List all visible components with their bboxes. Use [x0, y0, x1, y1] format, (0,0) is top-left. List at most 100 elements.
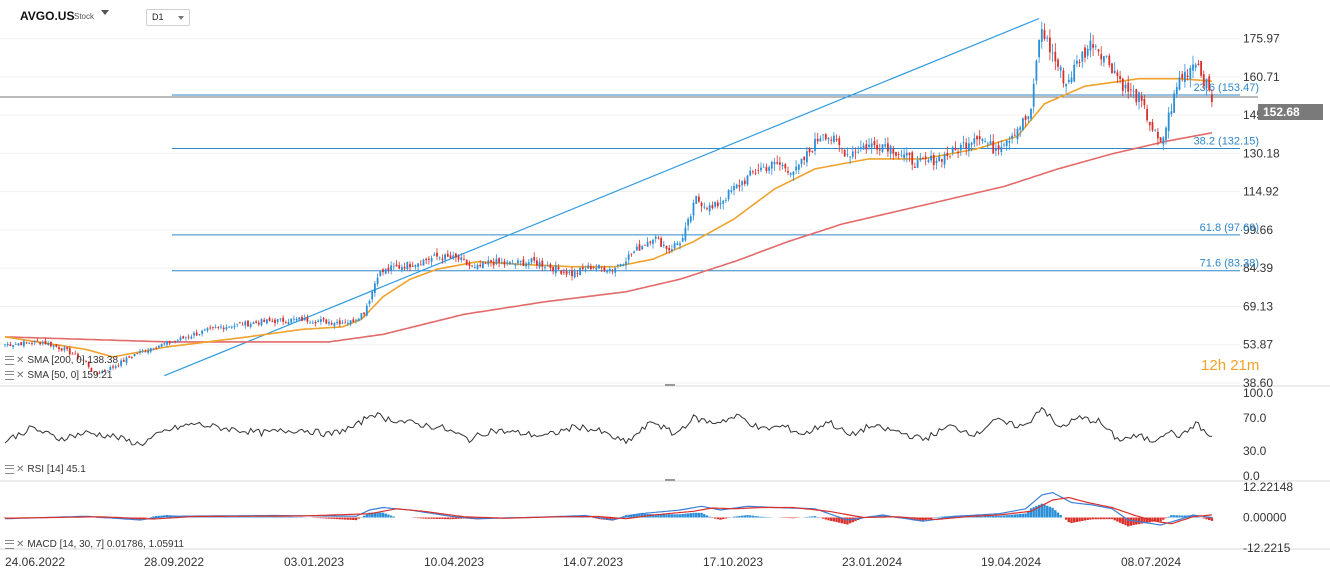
candle-body: [754, 172, 757, 174]
candle-body: [203, 329, 206, 331]
candle: [1011, 132, 1013, 144]
macd-histogram-bar: [673, 514, 676, 518]
candle: [20, 342, 23, 346]
candle-body: [228, 326, 230, 328]
macd-histogram-bar: [200, 516, 204, 518]
close-icon[interactable]: ✕: [16, 539, 25, 550]
candle-body: [635, 246, 638, 251]
candle-body: [881, 144, 884, 152]
candle-body: [50, 342, 52, 347]
candle: [1054, 43, 1057, 71]
candle-body: [584, 269, 587, 272]
candle: [536, 257, 538, 269]
macd-histogram-bar: [452, 517, 455, 520]
candle: [406, 261, 409, 272]
candle-body: [700, 202, 703, 207]
candle-body: [82, 359, 85, 361]
macd-histogram-bar: [443, 517, 447, 520]
candle-body: [58, 347, 60, 350]
legend-sma200[interactable]: ✕ SMA [200, 0] 138.38: [5, 355, 118, 366]
date-tick-label: 03.01.2023: [284, 555, 344, 569]
candle-body: [95, 372, 98, 374]
candle-body: [789, 173, 792, 175]
candle-body: [455, 253, 457, 258]
macd-histogram-bar: [1070, 517, 1073, 524]
candle-body: [892, 149, 895, 154]
symbol-label[interactable]: AVGO.US: [20, 9, 75, 23]
candle: [1032, 78, 1035, 114]
candle-body: [487, 260, 490, 265]
macd-histogram-bar: [338, 517, 341, 520]
candle: [752, 169, 754, 175]
trendline[interactable]: [164, 17, 1040, 377]
candle: [908, 152, 911, 162]
candle: [689, 213, 692, 224]
sma200-line: [4, 132, 1213, 343]
candle: [860, 140, 862, 152]
candle: [509, 261, 511, 265]
candle: [63, 345, 66, 353]
close-icon[interactable]: ✕: [16, 355, 25, 366]
legend-rsi[interactable]: ✕ RSI [14] 45.1: [5, 464, 86, 475]
candle-body: [1184, 71, 1186, 82]
macd-histogram-bar: [365, 514, 368, 518]
macd-histogram-bar: [1118, 517, 1122, 523]
candle-body: [603, 267, 606, 272]
settings-icon[interactable]: [5, 355, 14, 365]
candle-body: [295, 318, 298, 321]
candle-body: [1208, 76, 1211, 91]
candle: [193, 331, 195, 339]
macd-histogram-bar: [632, 514, 636, 518]
date-tick-label: 08.07.2024: [1121, 555, 1181, 569]
close-icon[interactable]: ✕: [16, 370, 25, 381]
candle-body: [768, 167, 770, 171]
candle-body: [1138, 92, 1140, 103]
candle-body: [517, 260, 519, 264]
settings-icon[interactable]: [5, 539, 14, 549]
settings-icon[interactable]: [5, 464, 14, 474]
fibonacci-levels[interactable]: 23.6 (153.47)38.2 (132.15)61.8 (97.69)71…: [0, 82, 1259, 272]
candle: [349, 320, 352, 327]
candle-body: [1049, 37, 1051, 53]
macd-histogram-bar: [1021, 513, 1025, 518]
candle: [506, 260, 509, 266]
macd-histogram-bar: [441, 517, 444, 520]
macd-histogram-bar: [697, 512, 701, 518]
candle: [827, 137, 830, 145]
close-icon[interactable]: ✕: [16, 464, 25, 475]
timeframe-select[interactable]: D1: [146, 9, 190, 26]
candle-body: [309, 322, 311, 324]
candle: [1016, 126, 1019, 145]
candle: [997, 141, 1000, 156]
candle-body: [811, 151, 814, 153]
candle: [1086, 44, 1089, 60]
candle: [374, 281, 376, 297]
candle: [122, 357, 125, 362]
settings-icon[interactable]: [5, 370, 14, 380]
candle: [1116, 69, 1119, 84]
legend-sma50[interactable]: ✕ SMA [50, 0] 159.21: [5, 370, 112, 381]
candle: [233, 322, 236, 330]
candle: [28, 341, 31, 345]
candle: [357, 317, 360, 322]
candle-body: [905, 152, 908, 156]
sma50-line: [4, 77, 1212, 358]
candle: [576, 269, 579, 278]
candle-body: [387, 267, 390, 271]
macd-histogram-bar: [252, 516, 255, 518]
macd-histogram-bar: [595, 517, 598, 519]
symbol-dropdown-icon[interactable]: [101, 10, 109, 15]
legend-macd[interactable]: ✕ MACD [14, 30, 7] 0.01786, 1.05911: [5, 539, 184, 550]
candle: [301, 315, 303, 322]
macd-signal-line: [5, 496, 1212, 525]
macd-histogram-bar: [1108, 517, 1111, 520]
candle: [247, 320, 249, 328]
candle: [203, 328, 206, 332]
candle-body: [1094, 46, 1097, 48]
candle-body: [1157, 131, 1159, 139]
candle-body: [833, 135, 835, 142]
macd-tick-label: -12.2215: [1243, 541, 1291, 555]
candle-body: [1135, 89, 1138, 103]
candle-body: [525, 263, 527, 267]
